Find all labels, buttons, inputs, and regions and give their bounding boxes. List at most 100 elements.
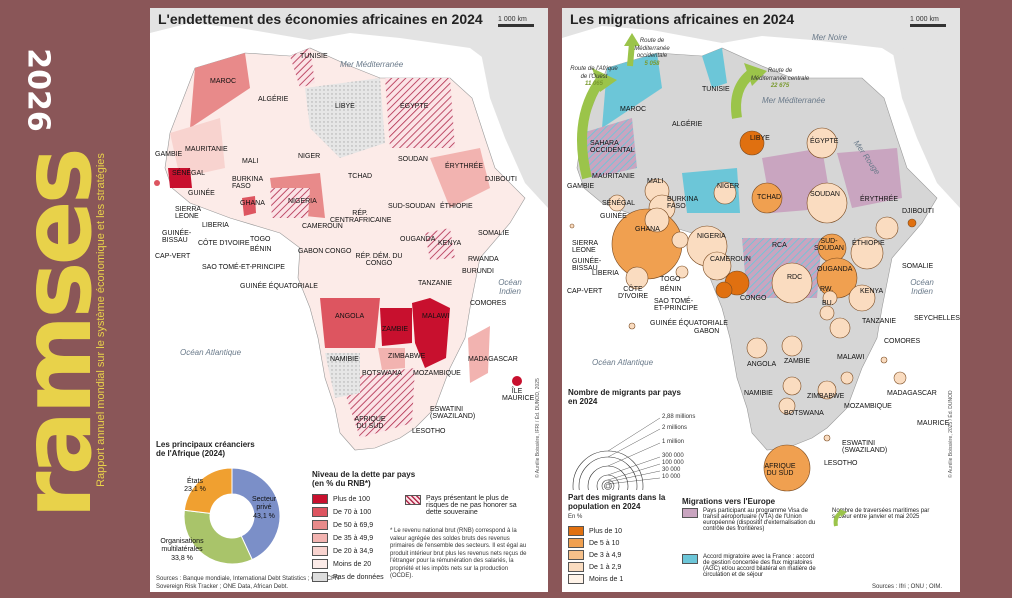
m-label-seychelles: SEYCHELLES (914, 315, 960, 322)
debt-footnote: * Le revenu national brut (RNB) correspo… (390, 528, 527, 579)
share-legend-row: Plus de 10 (568, 526, 622, 536)
size-legend-circles (572, 417, 661, 490)
route-arrow-ouest (577, 75, 607, 180)
migrant-bubble (850, 236, 884, 270)
migration-map-scale: 1 000 km (910, 16, 946, 27)
m-label-guinee: GUINÉE (600, 213, 627, 220)
debt-credit: © Aurélie Boissière, IFRI / Éd. DUNOD, 2… (535, 378, 541, 478)
label-nigeria: NIGERIA (288, 198, 317, 205)
m-label-ghana: GHANA (635, 226, 660, 233)
sea-noire: Mer Noire (812, 33, 848, 42)
label-rca: RÉP. CENTRAFRICAINE (330, 210, 392, 224)
migrant-bubble (817, 380, 837, 400)
m-label-djibouti: DJIBOUTI (902, 208, 934, 215)
label-rdc: RÉP. DÉM. DU CONGO (355, 253, 403, 267)
country-nigeria (270, 188, 310, 218)
edition-year: 2026 (20, 48, 56, 132)
label-lesotho: LESOTHO (412, 428, 446, 435)
donut-label-multilaterales: Organisations multilatérales 33,8 % (160, 538, 204, 562)
size-300k: 300 000 (662, 453, 684, 459)
m-label-libye: LIBYE (750, 135, 770, 142)
m-label-algerie: ALGÉRIE (672, 121, 703, 128)
m-label-sahara: SAHARA OCCIDENTAL (590, 140, 635, 154)
donut-slice (231, 467, 281, 561)
label-sierra: SIERRA LEONE (175, 206, 201, 220)
m-label-madagascar: MADAGASCAR (887, 390, 937, 397)
country-egypte (385, 78, 455, 148)
m-label-sudsoudan: SUD-SOUDAN (814, 238, 844, 252)
label-ethiopie: ÉTHIOPIE (440, 203, 473, 210)
debt-legend-row: De 50 à 69,9 (312, 520, 373, 530)
label-djibouti: DJIBOUTI (485, 176, 517, 183)
migrant-bubble (746, 337, 768, 359)
m-label-ouganda: OUGANDA (817, 266, 853, 273)
m-label-geq: GUINÉE ÉQUATORIALE (650, 320, 728, 327)
migrant-bubble (875, 216, 899, 240)
m-label-maroc: MAROC (620, 106, 647, 113)
m-label-senegal: SÉNÉGAL (602, 200, 636, 207)
migrant-bubble (806, 127, 838, 159)
sea-indien-right: Océan Indien (910, 278, 934, 296)
europe-legend-title: Migrations vers l'Europe (682, 497, 776, 506)
m-label-angola: ANGOLA (747, 361, 777, 368)
route-ouest-label: Route de l'Afrique de l'Ouest 11 065 (570, 66, 618, 87)
debt-legend-row: De 35 à 49,9 (312, 533, 373, 543)
migrant-bubble (739, 130, 765, 156)
label-senegal: SÉNÉGAL (172, 170, 206, 177)
m-label-rw: RW. (820, 286, 834, 293)
debt-legend-row: Plus de 100 (312, 494, 370, 504)
migrant-bubble (625, 266, 649, 290)
label-mozambique: MOZAMBIQUE (413, 370, 461, 377)
label-stp: SAO TOMÉ-ET-PRINCIPE (202, 264, 285, 271)
label-ouganda: OUGANDA (400, 236, 436, 243)
m-label-gabon: GABON (694, 328, 720, 335)
label-niger: NIGER (298, 153, 321, 160)
label-comores: COMORES (470, 300, 507, 307)
m-label-stp: SAO TOMÉ-ET-PRINCIPE (654, 298, 698, 312)
sea-mediterranee: Mer Méditerranée (340, 60, 404, 69)
migration-map-panel: Les migrations africaines en 2024 1 000 … (562, 8, 960, 592)
country-angola (320, 298, 380, 348)
donut-label-prive: Secteur privé 43,1 % (251, 496, 277, 520)
label-cameroun: CAMEROUN (302, 223, 343, 230)
country-namibie (325, 353, 360, 398)
label-somalie: SOMALIE (478, 230, 510, 237)
migrant-bubble (778, 397, 796, 415)
migrant-bubble (628, 322, 636, 330)
label-benin: BÉNIN (250, 246, 272, 253)
label-maurice: ÎLE MAURICE (502, 388, 535, 402)
label-egypte: ÉGYPTE (400, 103, 429, 110)
island-maurice (512, 376, 522, 386)
migrant-bubble (806, 182, 848, 224)
label-kenya: KENYA (438, 240, 462, 247)
size-1m: 1 million (662, 439, 685, 445)
debt-map-svg (150, 8, 548, 592)
m-label-rdc: RDC (787, 274, 803, 281)
route-occidentale-label: Route de Méditerranée occidentale 5 058 (634, 38, 670, 67)
size-2m: 2 millions (662, 425, 688, 431)
migration-credit: © Aurélie Boissière, 2025 / Éd. DUNOD (948, 390, 954, 478)
agc-maroc (602, 53, 662, 128)
label-botswana: BOTSWANA (362, 370, 402, 377)
migrant-bubble (763, 444, 811, 492)
size-30k: 30 000 (662, 467, 681, 473)
migrant-bubble (702, 251, 732, 281)
debt-legend-row: De 70 à 100 (312, 507, 371, 517)
m-label-niger: NIGER (717, 183, 740, 190)
country-ethiopie (430, 148, 490, 208)
migrant-bubble (880, 356, 888, 364)
m-label-capvert: CAP-VERT (567, 288, 603, 295)
migrant-bubble (823, 434, 831, 442)
legend-crossings-row: Nombre de traversées maritimes par secte… (832, 508, 942, 527)
brand-logo: ramses (1, 151, 113, 519)
route-arrow-ouest-head (592, 68, 617, 92)
m-label-zambie: ZAMBIE (784, 358, 811, 365)
share-legend-row: De 5 à 10 (568, 538, 619, 548)
m-label-rca: RCA (772, 242, 787, 249)
label-zambie: ZAMBIE (382, 326, 409, 333)
debt-legend-row: Moins de 20 (312, 559, 371, 569)
m-label-maurice: MAURICE (917, 420, 950, 427)
country-senegal (168, 168, 192, 188)
route-arrow-occidentale-head (624, 33, 640, 46)
m-label-somalie: SOMALIE (902, 263, 934, 270)
